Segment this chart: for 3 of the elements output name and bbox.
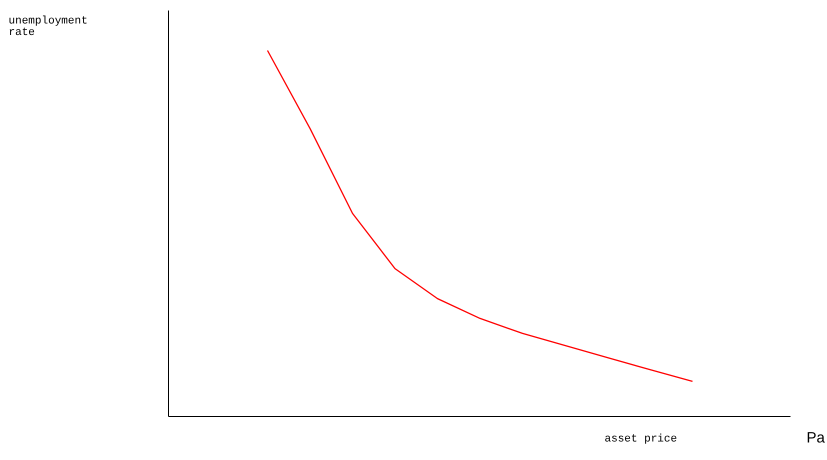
x-axis-title: asset price (604, 434, 678, 446)
text: Pa (806, 430, 826, 446)
text: unemployment rate (8, 16, 88, 39)
